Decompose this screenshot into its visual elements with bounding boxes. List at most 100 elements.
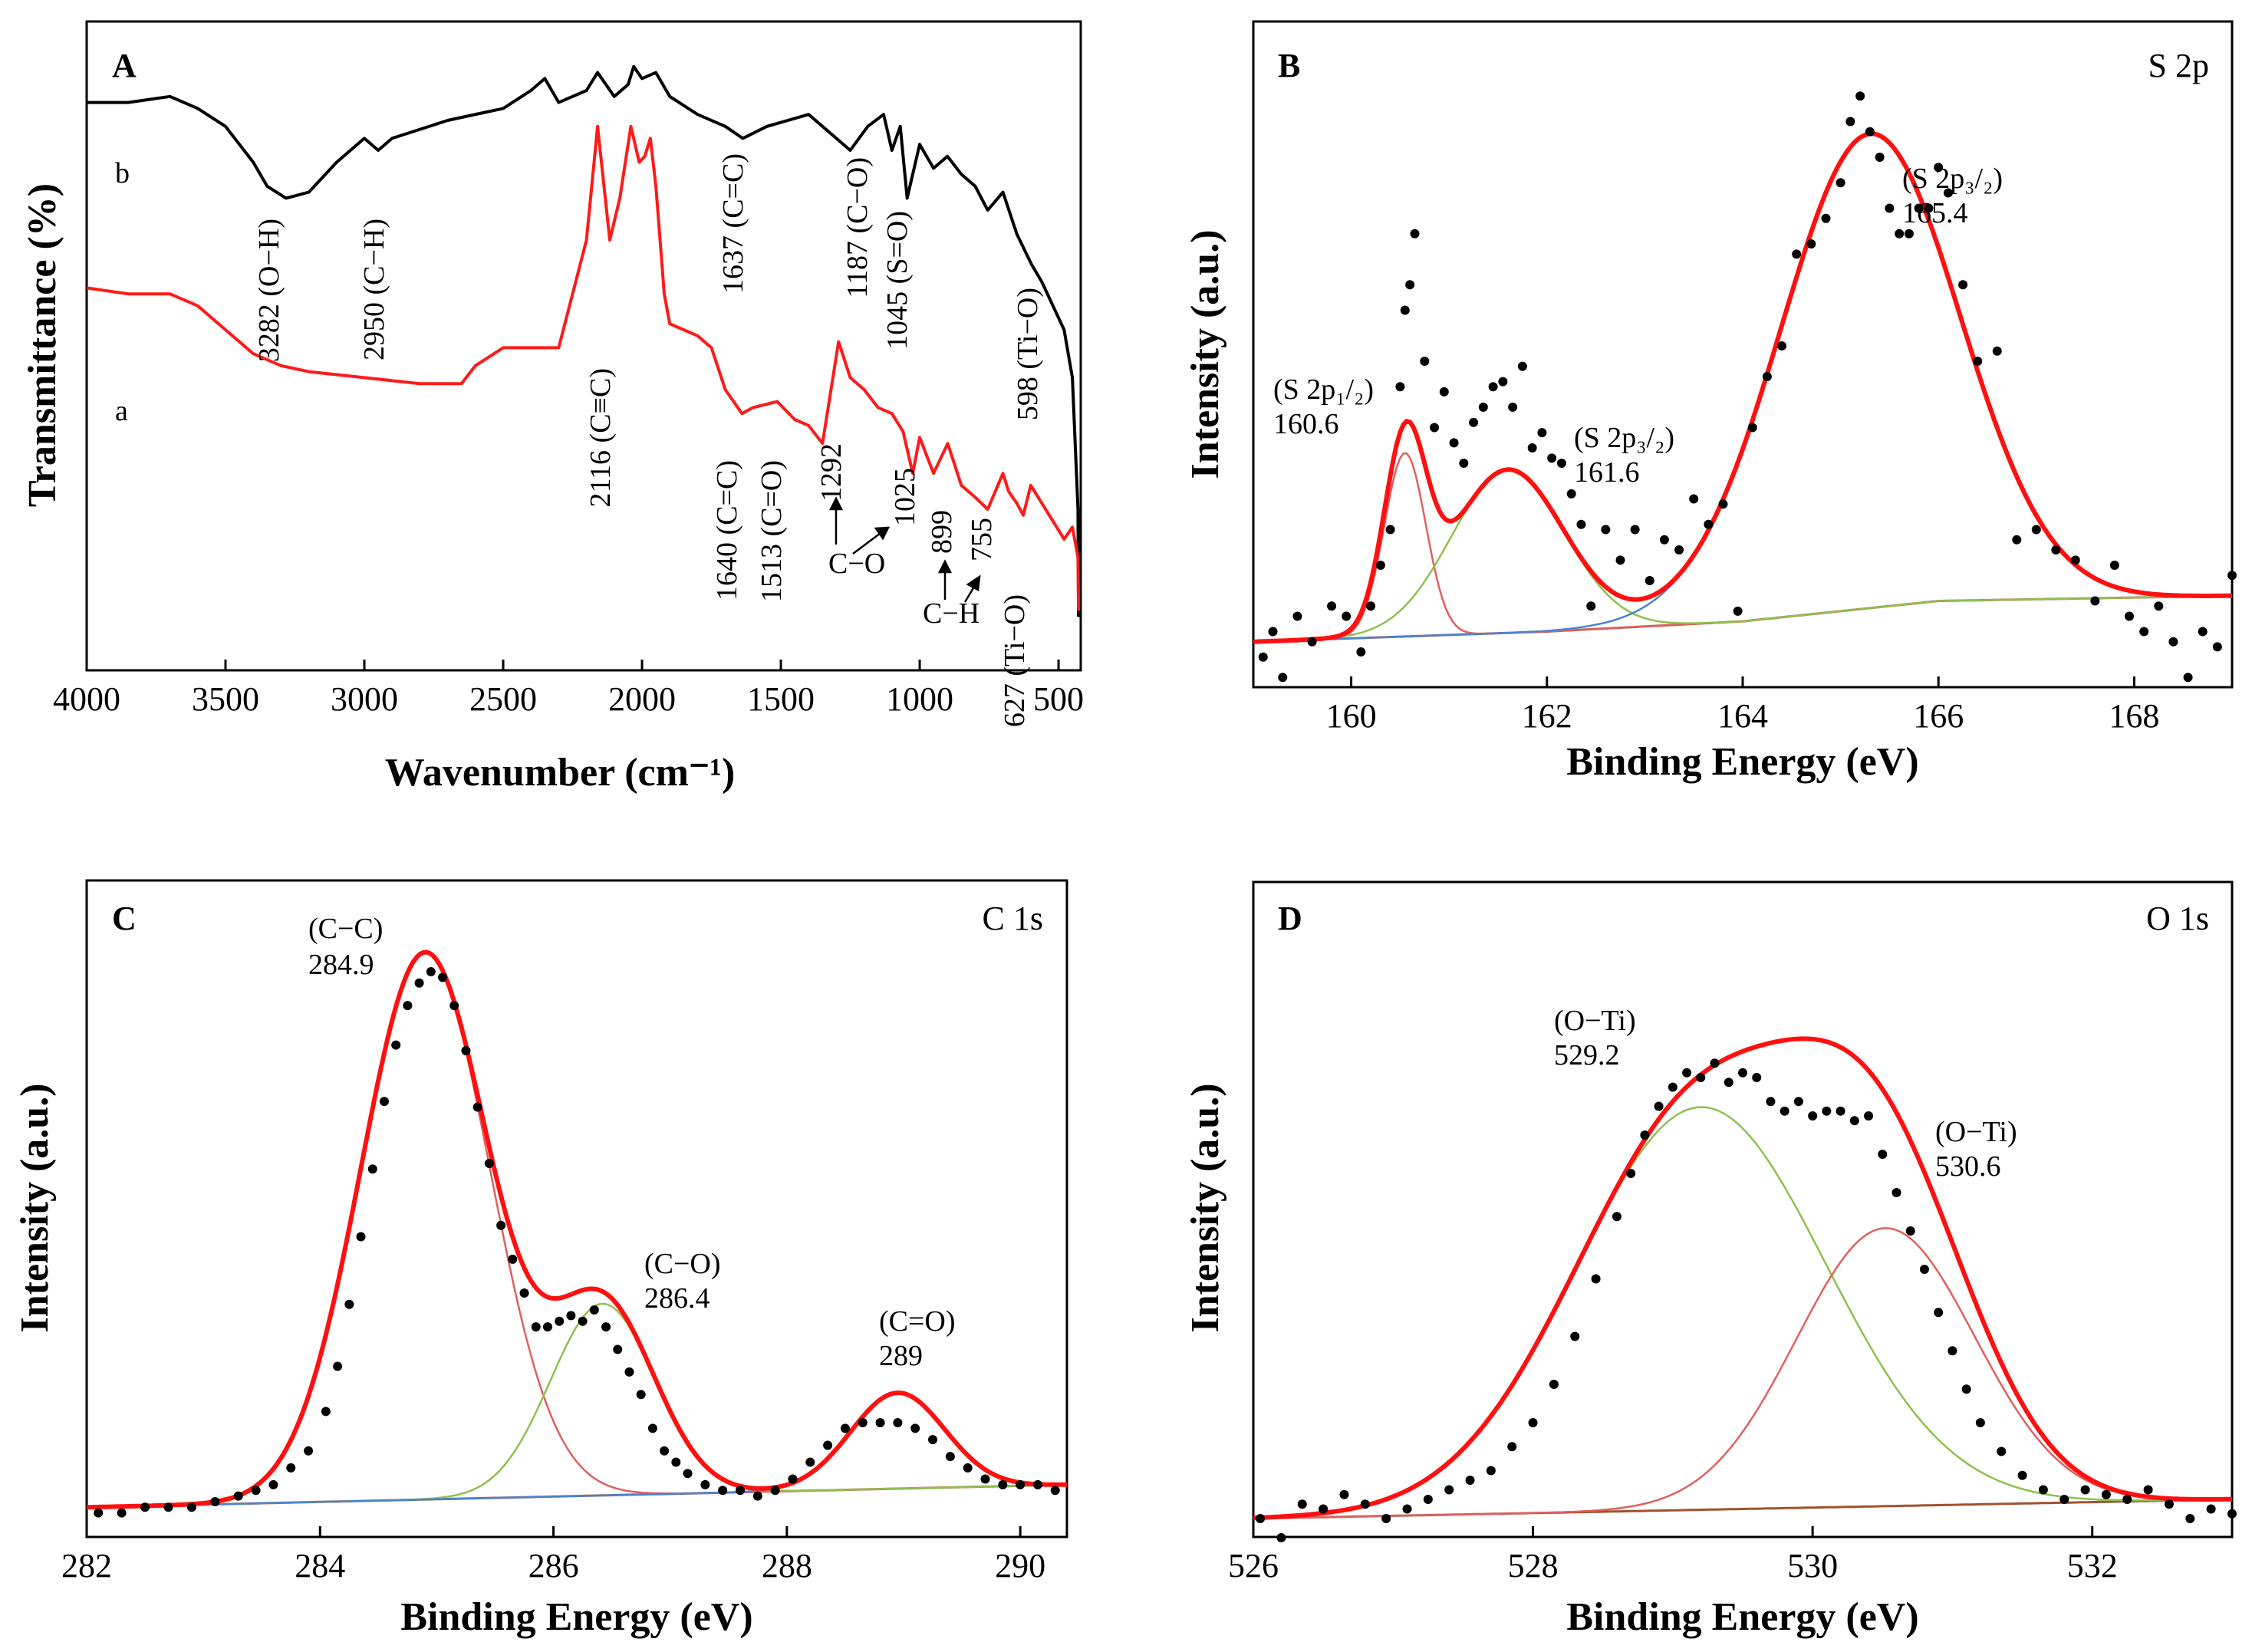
x-tick-label-160: 160 [1326, 697, 1377, 735]
data-point-b [1566, 489, 1576, 499]
data-point-d [1710, 1058, 1720, 1068]
data-point-c [980, 1474, 990, 1484]
data-point-b [2012, 535, 2022, 545]
data-point-c [752, 1491, 762, 1501]
data-point-c [578, 1316, 588, 1326]
y-axis-title-a: Transmittance (%) [21, 183, 64, 507]
data-point-b [1845, 117, 1855, 127]
data-point-b [1342, 611, 1352, 621]
data-point-b [1517, 361, 1527, 371]
data-point-b [1904, 229, 1914, 239]
data-point-d [1836, 1106, 1845, 1116]
annotation-ch-group: C−H [923, 597, 979, 630]
x-tick-label-2500: 2500 [469, 680, 537, 718]
data-point-c [356, 1232, 366, 1242]
data-point-b [1356, 647, 1366, 657]
x-axis-ticks-a: 4000 3500 3000 2500 2000 1500 1000 500 [53, 660, 1084, 718]
data-point-c [589, 1305, 599, 1315]
data-point-c [683, 1469, 693, 1479]
peak-label-oti-high: (O−Ti) [1935, 1116, 2017, 1148]
region-title-c: C 1s [983, 900, 1043, 937]
peak-label-cc: (C−C) [308, 913, 383, 945]
data-point-d [2038, 1485, 2048, 1495]
data-point-d [1360, 1499, 1370, 1509]
data-point-c [508, 1254, 518, 1264]
data-point-b [1576, 519, 1586, 529]
data-point-d [1507, 1442, 1517, 1452]
data-point-b [1498, 377, 1508, 387]
x-tick-label-3500: 3500 [192, 680, 259, 718]
data-point-b [1469, 417, 1479, 427]
data-point-d [1319, 1504, 1328, 1514]
data-point-d [1975, 1418, 1985, 1427]
data-point-b [1488, 382, 1498, 392]
data-point-d [1934, 1308, 1944, 1318]
x-tick-label-3000: 3000 [331, 680, 398, 718]
data-point-d [1961, 1384, 1971, 1394]
panel-letter-a: A [112, 47, 137, 84]
peak-label-oti-low: (O−Ti) [1554, 1005, 1636, 1037]
data-point-d [2017, 1470, 2027, 1480]
data-point-d [1640, 1130, 1650, 1140]
data-point-b [1645, 575, 1654, 585]
data-point-c [438, 972, 448, 982]
x-axis-ticks-c: 282 284 286 288 290 [61, 1526, 1045, 1585]
data-point-b [1292, 611, 1302, 621]
y-axis-title-d: Intensity (a.u.) [1184, 1083, 1227, 1332]
data-point-c [671, 1457, 681, 1467]
data-point-d [2080, 1485, 2090, 1495]
data-point-c [379, 1097, 389, 1107]
data-point-d [1780, 1106, 1789, 1116]
data-point-b [1508, 402, 1518, 412]
data-point-c [344, 1299, 354, 1309]
data-point-b [1934, 163, 1944, 173]
data-point-c [998, 1479, 1008, 1489]
data-point-c [613, 1344, 623, 1354]
x-tick-label-286: 286 [528, 1547, 579, 1585]
data-point-b [1307, 637, 1317, 647]
data-point-c [426, 967, 436, 977]
data-point-d [1808, 1111, 1818, 1121]
peak-position-c-double-o: 289 [879, 1340, 923, 1372]
data-point-d [1423, 1495, 1433, 1504]
data-point-c [770, 1486, 780, 1496]
data-point-b [1478, 402, 1488, 412]
data-point-c [963, 1463, 973, 1473]
envelope-line-d [1253, 1036, 2232, 1521]
data-point-b [1659, 535, 1669, 545]
data-point-c [414, 978, 424, 988]
x-tick-label-164: 164 [1717, 697, 1768, 735]
data-point-b [1762, 371, 1772, 381]
data-point-c [647, 1423, 657, 1433]
peak-position-s2p12: 160.6 [1273, 408, 1339, 440]
component-line-c-2 [86, 1391, 1067, 1509]
data-point-b [1855, 91, 1865, 101]
annotation-598-tio: 598 (Ti−O) [1012, 288, 1044, 420]
x-axis-ticks-b: 160 162 164 166 168 [1326, 676, 2159, 735]
fit-group-b [1253, 91, 2237, 683]
data-point-d [1612, 1212, 1622, 1222]
annotation-627-tio: 627 (Ti−O) [999, 594, 1031, 727]
x-tick-label-2000: 2000 [608, 680, 676, 718]
region-title-b: S 2p [2148, 47, 2209, 84]
data-point-b [2031, 525, 2041, 535]
data-point-b [2212, 642, 2222, 652]
plot-frame-c [85, 879, 1068, 1538]
data-point-d [1626, 1169, 1636, 1178]
data-point-b [1704, 519, 1714, 529]
peak-position-s2p32-low: 161.6 [1574, 456, 1640, 489]
data-point-d [1947, 1346, 1957, 1356]
data-point-b [1366, 601, 1376, 611]
data-point-b [1821, 213, 1831, 223]
data-point-c [840, 1423, 850, 1433]
data-point-b [1914, 203, 1924, 213]
data-point-b [2154, 601, 2164, 611]
x-tick-label-532: 532 [2067, 1547, 2118, 1585]
data-point-c [210, 1496, 220, 1506]
data-point-c [484, 1158, 494, 1168]
data-point-b [1895, 229, 1905, 239]
x-tick-label-528: 528 [1508, 1547, 1559, 1585]
data-point-b [1806, 239, 1816, 249]
spectrum-line-b [87, 64, 1081, 617]
